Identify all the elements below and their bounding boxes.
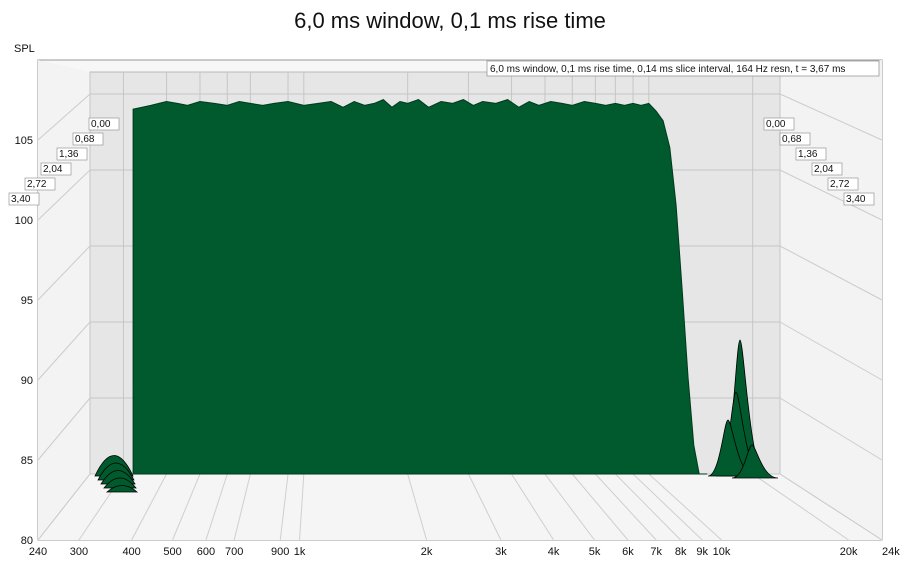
- decay-slice-4: [103, 477, 137, 489]
- y-axis-label: SPL: [14, 43, 35, 55]
- slice-label-right: 3,40: [846, 194, 866, 205]
- x-tick-label: 9k: [696, 546, 708, 558]
- grid-line-right-wall: [779, 397, 883, 461]
- y-tick-label: 105: [15, 135, 33, 147]
- grid-line-left-wall: [37, 93, 91, 141]
- grid-line-floor: [205, 473, 228, 541]
- info-box-frame: [486, 60, 880, 77]
- slice-label-left-box: [72, 132, 104, 146]
- slice-label-left: 2,04: [43, 164, 63, 175]
- floor: [38, 474, 882, 540]
- x-tick-label: 24kHz: [882, 546, 900, 558]
- slice-label-left: 0,68: [75, 134, 95, 145]
- x-tick-label: 5k: [589, 546, 601, 558]
- x-tick-label: 900: [271, 546, 289, 558]
- x-tick-label: 1k: [294, 546, 306, 558]
- chart-title: 6,0 ms window, 0,1 ms rise time: [294, 8, 606, 33]
- x-tick-label: 400: [122, 546, 140, 558]
- x-tick-label: 3k: [495, 546, 507, 558]
- x-tick-label: 600: [197, 546, 215, 558]
- grid-line-right-wall: [779, 169, 883, 221]
- grid-line-floor: [752, 473, 849, 541]
- grid-line-floor: [407, 473, 428, 541]
- slice-label-right: 0,00: [766, 119, 786, 130]
- right-wall: [780, 60, 882, 540]
- x-tick-label: 20k: [840, 546, 858, 558]
- response-area-slice-0: [132, 99, 708, 475]
- slice-label-right: 2,72: [830, 179, 850, 190]
- slice-label-left: 0,00: [91, 119, 111, 130]
- slice-label-right-box: [779, 132, 811, 146]
- grid-line-left-wall: [37, 397, 91, 461]
- slice-label-right-box: [795, 147, 827, 161]
- x-tick-label: 10k: [713, 546, 731, 558]
- y-tick-label: 85: [21, 455, 33, 467]
- grid-line-floor: [615, 473, 682, 541]
- info-box-text: 6,0 ms window, 0,1 ms rise time, 0,14 ms…: [490, 64, 845, 75]
- grid-line-right-wall: [779, 321, 883, 381]
- slice-label-right: 0,68: [782, 134, 802, 145]
- grid-line-left-wall: [37, 473, 91, 541]
- slice-label-left: 3,40: [11, 194, 31, 205]
- slice-label-right-box: [763, 117, 795, 131]
- slice-label-right: 1,36: [798, 149, 818, 160]
- decay-ridge-4: [731, 444, 779, 479]
- grid-line-right-wall: [779, 93, 883, 141]
- slice-label-right-box: [827, 177, 859, 191]
- x-tick-label: 500: [163, 546, 181, 558]
- grid-line-floor: [131, 473, 167, 541]
- grid-line-floor: [511, 473, 555, 541]
- x-tick-label: 2k: [421, 546, 433, 558]
- y-tick-label: 100: [15, 215, 33, 227]
- slice-label-left: 1,36: [59, 149, 79, 160]
- grid-line-floor: [595, 473, 657, 541]
- grid-line-floor: [233, 473, 251, 541]
- slice-label-right: 2,04: [814, 164, 834, 175]
- x-tick-label: 700: [225, 546, 243, 558]
- x-tick-label: 7k: [650, 546, 662, 558]
- grid-line-floor: [571, 473, 629, 541]
- grid-line-floor: [648, 473, 722, 541]
- slice-label-left-box: [24, 177, 56, 191]
- grid-line-floor: [632, 473, 703, 541]
- grid-line-floor: [172, 473, 201, 541]
- grid-line-floor: [299, 473, 305, 541]
- grid-line-floor: [544, 473, 595, 541]
- slice-label-left-box: [40, 162, 72, 176]
- grid-line-left-wall: [37, 169, 91, 221]
- grid-line-right-wall: [779, 473, 883, 541]
- y-tick-label: 95: [21, 295, 33, 307]
- x-tick-label: 8k: [675, 546, 687, 558]
- left-wall: [38, 60, 90, 540]
- grid-line-left-wall: [37, 245, 91, 301]
- slice-label-left-box: [56, 147, 88, 161]
- grid-line-floor: [279, 473, 289, 541]
- slice-label-right-box: [811, 162, 843, 176]
- x-tick-label: 4k: [548, 546, 560, 558]
- grid-line-right-wall: [779, 245, 883, 301]
- x-tick-label: 300: [70, 546, 88, 558]
- x-tick-label: 6k: [622, 546, 634, 558]
- y-tick-label: 90: [21, 375, 33, 387]
- slice-label-left-box: [8, 192, 40, 206]
- slice-label-right-box: [843, 192, 875, 206]
- slice-label-left: 2,72: [27, 179, 47, 190]
- grid-line-left-wall: [37, 321, 91, 381]
- x-tick-label: 240: [29, 546, 47, 558]
- slice-label-left-box: [88, 117, 120, 131]
- y-tick-label: 80: [21, 535, 33, 547]
- grid-line-floor: [467, 473, 502, 541]
- decay-slice-5: [105, 485, 139, 493]
